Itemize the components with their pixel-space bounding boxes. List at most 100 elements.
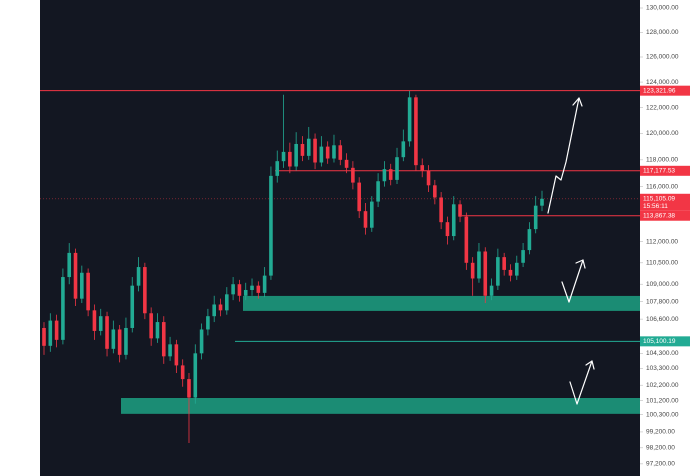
candle-body <box>288 151 292 167</box>
candle-body <box>98 316 103 331</box>
candle-body <box>212 304 217 317</box>
candle-body <box>426 170 431 186</box>
candle-body <box>193 353 198 398</box>
candle-body <box>483 251 488 296</box>
price-label: 123,321.96 <box>643 87 676 94</box>
price-label: 105,100.19 <box>643 338 676 345</box>
y-tick-label: 118,000.00 <box>646 157 678 164</box>
candle-body <box>61 277 65 340</box>
candle-body <box>306 138 311 156</box>
y-tick-label: 107,800.00 <box>646 298 679 305</box>
candle-body <box>256 285 261 293</box>
candle-body <box>105 316 109 349</box>
candle-body <box>489 285 494 296</box>
candle-body <box>439 197 443 223</box>
y-tick-label: 97,200.00 <box>646 461 675 468</box>
candle-body <box>313 138 317 163</box>
candle-body <box>243 289 248 296</box>
price-label: 113,867.38 <box>643 212 675 219</box>
y-tick-label: 100,300.00 <box>646 411 679 418</box>
candle-body <box>269 175 273 276</box>
candle-body <box>281 151 286 162</box>
y-tick-label: 124,000.00 <box>646 79 679 86</box>
candle-body <box>161 322 166 357</box>
candle-body <box>502 257 506 270</box>
countdown: 15:56:11 <box>643 203 668 210</box>
candle-body <box>401 141 406 158</box>
candle-body <box>357 182 361 212</box>
candle-body <box>168 344 172 357</box>
price-label-box <box>640 165 690 176</box>
candle-body <box>117 329 122 355</box>
candle-body <box>395 157 399 180</box>
candle-body <box>325 146 330 159</box>
candle-body <box>130 285 135 328</box>
candle-body <box>338 145 343 160</box>
candle-body <box>332 145 336 159</box>
candle-body <box>294 143 298 167</box>
candle-body <box>420 165 425 171</box>
current-price-label: 115,105.09 <box>643 196 675 203</box>
candle-body <box>143 267 147 314</box>
y-tick-label: 128,000.00 <box>646 29 679 36</box>
y-tick-label: 110,500.00 <box>646 260 678 267</box>
candle-body <box>514 262 519 276</box>
arrow <box>561 259 584 303</box>
y-tick-label: 130,000.00 <box>646 5 679 12</box>
arrow-head <box>572 97 583 107</box>
candle-body <box>470 262 475 279</box>
arrow <box>547 97 580 214</box>
candle-body <box>477 251 481 279</box>
arrows <box>547 97 595 405</box>
y-tick-label: 101,200.00 <box>646 397 679 404</box>
candle-body <box>540 198 544 206</box>
y-tick-label: 126,000.00 <box>646 54 679 61</box>
y-tick-label: 98,200.00 <box>646 445 675 452</box>
y-tick-label: 106,600.00 <box>646 316 679 323</box>
candle-body <box>344 159 349 168</box>
price-label-box <box>640 85 690 96</box>
price-lines <box>40 90 640 342</box>
candle-body <box>369 201 374 228</box>
candle-body <box>464 216 469 263</box>
candle-body <box>225 294 229 311</box>
zones <box>121 295 640 414</box>
price-label-box <box>640 210 690 221</box>
zone <box>243 295 640 311</box>
candle-body <box>382 169 387 182</box>
candle-body <box>73 252 78 299</box>
current-price-box <box>640 193 690 211</box>
candle-body <box>521 250 525 263</box>
y-tick-label: 104,300.00 <box>646 350 679 357</box>
candle-body <box>262 275 267 293</box>
price-labels: 123,321.96 117,177.53 113,867.38 105,100.19… <box>640 85 690 347</box>
candle-body <box>533 205 538 230</box>
y-tick-label: 112,000.00 <box>646 238 678 245</box>
candle-body <box>433 185 437 198</box>
candle-body <box>237 284 242 296</box>
candle-body <box>136 267 141 286</box>
candle-body <box>124 327 128 355</box>
candle-body <box>319 146 324 163</box>
candle-body <box>351 167 355 183</box>
candle-body <box>496 257 500 286</box>
y-tick-label: 103,300.00 <box>646 365 679 372</box>
candle-body <box>67 252 72 278</box>
candles <box>42 90 544 444</box>
candle-body <box>86 272 90 311</box>
candle-body <box>231 284 235 295</box>
candle-body <box>300 143 305 156</box>
candle-body <box>174 344 179 366</box>
candle-body <box>206 316 210 330</box>
candle-body <box>80 272 84 299</box>
candle-body <box>508 269 513 276</box>
candle-body <box>42 327 46 346</box>
price-axis: 130,000.00 128,000.00 126,000.00 124,000.00… <box>640 5 679 468</box>
candle-body <box>54 320 59 340</box>
candle-body <box>180 365 185 380</box>
price-label-box <box>640 336 690 347</box>
candle-body <box>48 320 53 346</box>
candle-body <box>527 229 532 251</box>
candle-body <box>414 97 418 166</box>
